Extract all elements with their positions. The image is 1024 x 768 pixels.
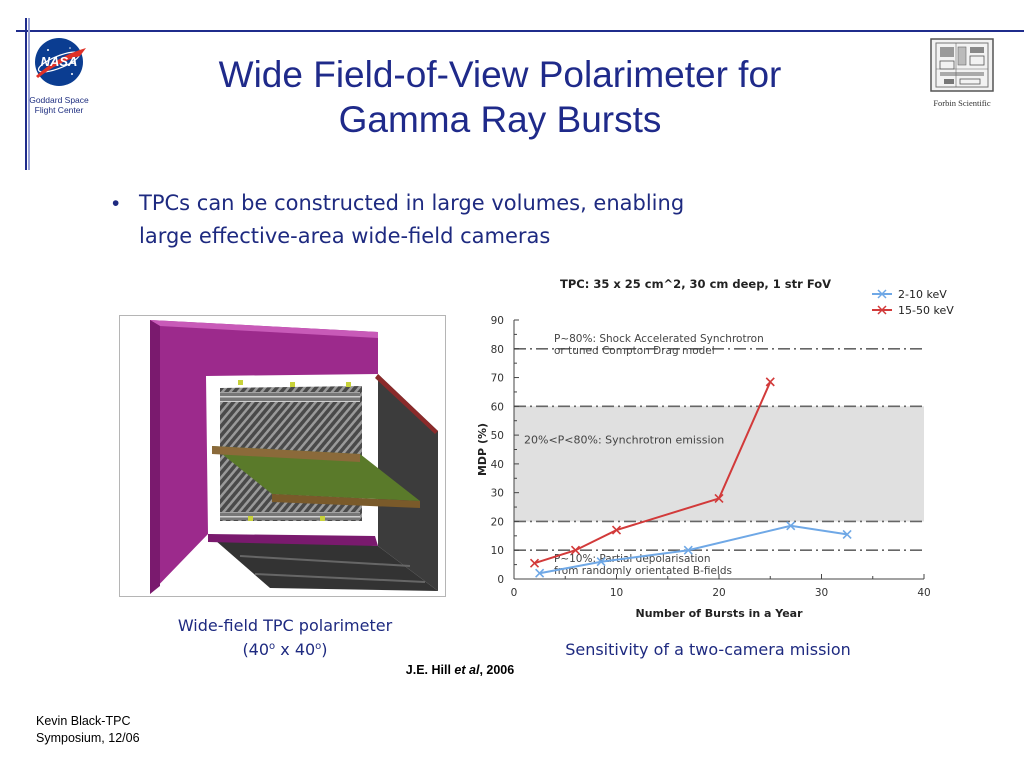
mdp-chart: 20%<P<80%: Synchrotron emission P~80%: Sh… (472, 268, 972, 628)
mdp-chart-svg: 20%<P<80%: Synchrotron emission P~80%: Sh… (476, 277, 954, 620)
chart-ytick-label-3: 30 (491, 488, 504, 500)
chart-xlabel: Number of Bursts in a Year (635, 607, 803, 620)
chart-legend-label-1: 15-50 keV (898, 304, 954, 317)
left-figure-caption: Wide-field TPC polarimeter (40o x 40o) (150, 614, 420, 662)
chart-legend-label-0: 2-10 keV (898, 288, 947, 301)
chart-point-1-2 (611, 525, 622, 535)
partner-label: Forbin Scientific (933, 98, 991, 108)
chart-point-1-4 (765, 377, 775, 387)
chart-ytick-label-1: 10 (491, 545, 504, 557)
footer-line2: Symposium, 12/06 (36, 731, 140, 745)
figure-credit: J.E. Hill et al, 2006 (320, 663, 600, 677)
bullet-marker: • (112, 192, 120, 215)
chart-ytick-label-6: 60 (491, 401, 504, 413)
chart-point-1-1 (570, 545, 581, 555)
bullet-line1: TPCs can be constructed in large volumes… (139, 191, 685, 215)
chart-point-0-0 (535, 568, 545, 578)
chart-xtick-label-3: 30 (815, 587, 828, 599)
chart-legend-marker-1 (877, 305, 887, 315)
tpc-render-graphic (150, 320, 438, 594)
footer-line1: Kevin Black-TPC (36, 714, 131, 728)
slide-title-line1: Wide Field-of-View Polarimeter for (218, 54, 782, 95)
chart-ylabel: MDP (%) (476, 423, 489, 476)
nasa-meatball-icon: NASA (35, 38, 86, 86)
chart-xtick-label-4: 40 (917, 587, 930, 599)
chart-ytick-label-2: 20 (491, 516, 504, 528)
left-caption-line1: Wide-field TPC polarimeter (177, 616, 393, 635)
chart-ytick-label-4: 40 (491, 459, 504, 471)
chart-ytick-label-0: 0 (497, 574, 504, 586)
partner-logo-block: Forbin Scientific (929, 38, 995, 108)
chart-band-0 (514, 406, 924, 522)
slide-title-line2: Gamma Ray Bursts (338, 99, 662, 140)
right-figure-caption: Sensitivity of a two-camera mission (565, 640, 851, 659)
tpc-polarimeter-image (119, 315, 446, 597)
chart-xtick-label-2: 20 (712, 587, 725, 599)
chart-ytick-label-9: 90 (491, 315, 504, 327)
chart-point-1-0 (529, 558, 540, 568)
org-name-line2: Flight Center (34, 105, 84, 115)
chart-band-label-0: 20%<P<80%: Synchrotron emission (524, 434, 724, 447)
bullet-text: TPCs can be constructed in large volumes… (139, 187, 819, 253)
header-rule (16, 30, 1024, 32)
chart-point-0-3 (786, 521, 796, 531)
left-rule (25, 18, 27, 170)
caption-degree-2: o (315, 641, 322, 652)
chart-point-0-2 (683, 545, 693, 555)
slide-title: Wide Field-of-View Polarimeter for Gamma… (120, 52, 880, 142)
chart-ref-label-3-a: P~10%: Partial depolarisation (554, 553, 711, 565)
footer-presenter: Kevin Black-TPC Symposium, 12/06 (36, 713, 140, 747)
nasa-logo-block: NASA Goddard Space Flight Center (28, 36, 90, 115)
chart-ytick-label-7: 70 (491, 373, 504, 385)
org-name-line1: Goddard Space (29, 95, 89, 105)
chart-title: TPC: 35 x 25 cm^2, 30 cm deep, 1 str FoV (560, 277, 831, 291)
chart-ytick-label-8: 80 (491, 344, 504, 356)
caption-open: (40 (242, 640, 270, 659)
chart-xtick-label-1: 10 (610, 587, 623, 599)
chart-xtick-label-0: 0 (511, 587, 518, 599)
chart-ref-label-3-b: from randomly orientated B-fields (554, 565, 732, 577)
credit-year: , 2006 (479, 663, 515, 677)
caption-mid: x 40 (275, 640, 316, 659)
left-caption-line2: (40o x 40o) (150, 638, 420, 662)
bullet-line2: large effective-area wide-field cameras (139, 224, 551, 248)
chart-ref-label-0-a: P~80%: Shock Accelerated Synchrotron (554, 333, 764, 345)
caption-degree-1: o (269, 641, 276, 652)
credit-etal: et al (454, 663, 480, 677)
chart-legend-marker-0 (877, 289, 887, 299)
chart-point-1-3 (714, 493, 724, 503)
chart-point-0-4 (842, 529, 852, 539)
forbin-chip-icon (930, 38, 994, 92)
chart-ytick-label-5: 50 (491, 430, 504, 442)
caption-close: ) (321, 640, 328, 659)
nasa-logo-text: NASA (41, 54, 78, 69)
chart-ref-label-0-b: or tuned Compton Drag model (554, 345, 715, 357)
chart-point-0-1 (596, 557, 606, 567)
left-rule-accent (28, 18, 30, 170)
credit-name: J.E. Hill (405, 663, 455, 677)
